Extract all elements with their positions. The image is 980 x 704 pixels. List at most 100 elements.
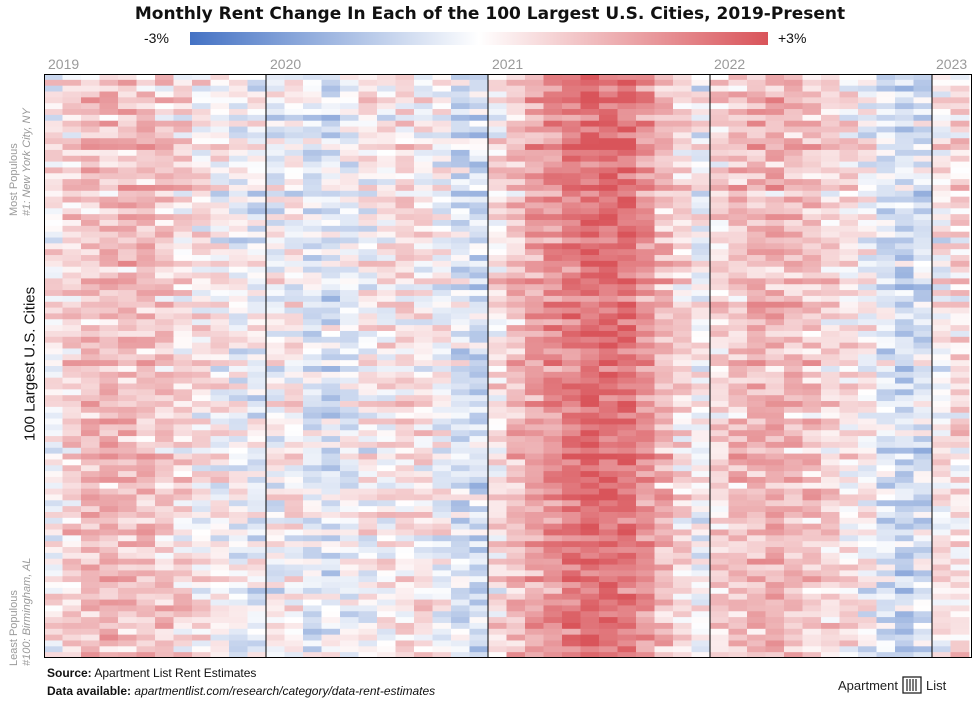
heatmap-cell xyxy=(950,570,970,577)
heatmap-cell xyxy=(784,231,803,238)
heatmap-cell xyxy=(543,412,563,419)
heatmap-cell xyxy=(895,290,914,297)
heatmap-cell xyxy=(173,430,193,437)
heatmap-cell xyxy=(155,138,174,145)
heatmap-cell xyxy=(506,120,526,127)
heatmap-cell xyxy=(81,202,100,209)
heatmap-cell xyxy=(173,91,193,98)
heatmap-cell xyxy=(62,512,82,519)
heatmap-cell xyxy=(747,617,766,624)
heatmap-cell xyxy=(414,494,433,501)
heatmap-cell xyxy=(710,494,729,501)
heatmap-cell xyxy=(358,506,378,513)
heatmap-cell xyxy=(358,319,378,326)
heatmap-cell xyxy=(543,523,563,530)
heatmap-cell xyxy=(340,260,359,268)
heatmap-cell xyxy=(451,307,470,314)
heatmap-cell xyxy=(358,354,378,361)
heatmap-cell xyxy=(784,576,803,583)
heatmap-cell xyxy=(691,126,711,133)
heatmap-cell xyxy=(710,179,729,186)
heatmap-cell xyxy=(802,167,822,174)
heatmap-cell xyxy=(303,412,322,419)
heatmap-cell xyxy=(247,617,267,624)
heatmap-cell xyxy=(691,255,711,262)
heatmap-cell xyxy=(506,196,526,203)
heatmap-cell xyxy=(469,301,489,308)
heatmap-cell xyxy=(469,453,489,460)
heatmap-cell xyxy=(654,85,674,92)
heatmap-cell xyxy=(839,424,859,431)
heatmap-cell xyxy=(932,482,951,490)
heatmap-cell xyxy=(728,634,748,641)
heatmap-cell xyxy=(284,471,304,478)
heatmap-cell xyxy=(81,617,100,624)
heatmap-cell xyxy=(784,161,803,168)
heatmap-cell xyxy=(950,622,970,630)
heatmap-cell xyxy=(895,260,914,268)
heatmap-cell xyxy=(210,453,230,460)
heatmap-cell xyxy=(340,465,359,472)
heatmap-cell xyxy=(414,348,433,355)
heatmap-cell xyxy=(525,617,544,624)
heatmap-cell xyxy=(173,459,193,466)
heatmap-cell xyxy=(580,611,600,618)
heatmap-cell xyxy=(395,447,415,454)
heatmap-cell xyxy=(469,371,489,379)
heatmap-cell xyxy=(469,611,489,618)
heatmap-cell xyxy=(118,202,137,209)
heatmap-cell xyxy=(118,354,137,361)
heatmap-cell xyxy=(118,582,137,589)
heatmap-cell xyxy=(710,307,729,314)
heatmap-cell xyxy=(229,377,248,384)
heatmap-cell xyxy=(340,640,359,647)
heatmap-cell xyxy=(932,523,951,530)
heatmap-cell xyxy=(451,377,470,384)
heatmap-cell xyxy=(617,109,637,116)
heatmap-cell xyxy=(81,500,100,507)
heatmap-cell xyxy=(247,184,267,192)
heatmap-cell xyxy=(525,634,544,641)
heatmap-cell xyxy=(580,576,600,583)
heatmap-cell xyxy=(229,570,248,577)
heatmap-cell xyxy=(895,109,914,116)
heatmap-cell xyxy=(950,272,970,279)
heatmap-cell xyxy=(506,237,526,244)
heatmap-cell xyxy=(136,611,156,618)
heatmap-cell xyxy=(469,278,489,285)
heatmap-cell xyxy=(395,91,415,98)
heatmap-cell xyxy=(99,406,119,414)
heatmap-cell xyxy=(340,138,359,145)
heatmap-cell xyxy=(506,278,526,285)
heatmap-cell xyxy=(155,260,174,268)
heatmap-cell xyxy=(562,272,581,279)
heatmap-cell xyxy=(562,605,581,612)
heatmap-cell xyxy=(765,278,785,285)
heatmap-cell xyxy=(636,366,655,373)
heatmap-cell xyxy=(229,307,248,314)
heatmap-cell xyxy=(432,512,452,519)
heatmap-cell xyxy=(950,97,970,104)
heatmap-cell xyxy=(44,290,63,297)
heatmap-cell xyxy=(599,85,618,92)
heatmap-cell xyxy=(802,482,822,490)
heatmap-cell xyxy=(950,447,970,454)
heatmap-cell xyxy=(839,371,859,379)
heatmap-cell xyxy=(155,354,174,361)
heatmap-cell xyxy=(44,634,63,641)
heatmap-cell xyxy=(136,424,156,431)
heatmap-cell xyxy=(451,389,470,396)
heatmap-cell xyxy=(340,272,359,279)
heatmap-cell xyxy=(562,249,581,256)
heatmap-cell xyxy=(932,91,951,98)
heatmap-cell xyxy=(469,85,489,92)
heatmap-cell xyxy=(562,260,581,268)
heatmap-cell xyxy=(340,360,359,367)
heatmap-cell xyxy=(913,155,933,162)
heatmap-cell xyxy=(432,389,452,396)
heatmap-cell xyxy=(895,144,914,151)
heatmap-cell xyxy=(617,266,637,273)
heatmap-cell xyxy=(654,506,674,513)
heatmap-cell xyxy=(821,453,840,460)
heatmap-cell xyxy=(284,325,304,332)
